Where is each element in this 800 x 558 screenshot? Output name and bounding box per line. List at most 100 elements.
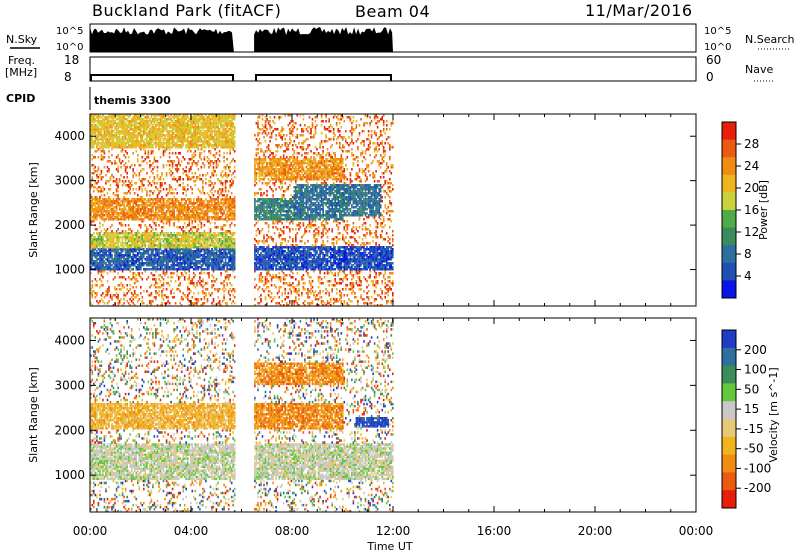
- power-cell: [174, 244, 177, 247]
- power-cell: [215, 240, 218, 243]
- power-cell: [217, 208, 219, 211]
- power-cell: [217, 242, 219, 245]
- power-cell: [183, 198, 186, 201]
- power-cell: [132, 130, 134, 133]
- power-cell: [218, 248, 221, 251]
- power-cell: [176, 200, 178, 203]
- power-cell: [127, 252, 130, 255]
- power-cell: [99, 256, 101, 259]
- power-cell: [206, 130, 209, 133]
- power-cell: [226, 266, 228, 269]
- power-cell: [193, 244, 195, 247]
- power-cell: [141, 234, 144, 237]
- power-cell: [156, 244, 159, 247]
- power-cell: [96, 116, 98, 119]
- power-cell: [193, 234, 195, 237]
- power-cell: [149, 286, 151, 289]
- power-cell: [90, 242, 92, 245]
- power-cell: [233, 212, 236, 215]
- power-cell: [109, 208, 112, 211]
- power-cell: [223, 116, 225, 119]
- power-cell: [143, 208, 145, 211]
- power-cell: [97, 144, 100, 147]
- power-cell: [127, 234, 130, 237]
- power-cell: [188, 240, 191, 243]
- power-cell: [221, 142, 224, 145]
- power-cell: [115, 296, 118, 299]
- power-cell: [209, 128, 212, 131]
- power-cell: [146, 144, 148, 147]
- power-cell: [232, 252, 234, 255]
- power-cell: [121, 132, 124, 135]
- power-cell: [147, 132, 150, 135]
- power-cell: [199, 238, 201, 241]
- power-cell: [135, 138, 138, 141]
- power-cell: [112, 260, 115, 263]
- power-cell: [176, 274, 178, 277]
- power-cell: [185, 232, 187, 235]
- power-cell: [209, 256, 212, 259]
- power-cell: [124, 136, 127, 139]
- power-cell: [230, 236, 233, 239]
- power-cell: [208, 248, 210, 251]
- power-cell: [120, 208, 122, 211]
- power-cell: [165, 232, 168, 235]
- power-cell: [158, 200, 160, 203]
- power-cell: [135, 218, 138, 221]
- power-cell: [141, 190, 144, 193]
- power-cell: [115, 250, 118, 253]
- power-cell: [232, 266, 234, 269]
- power-cell: [205, 134, 207, 137]
- power-cell: [112, 206, 115, 209]
- power-cell: [144, 126, 147, 129]
- power-cell: [100, 172, 103, 175]
- power-cell: [221, 124, 224, 127]
- power-cell: [129, 216, 131, 219]
- power-cell: [217, 164, 219, 167]
- power-cell: [90, 134, 92, 137]
- power-cell: [158, 122, 160, 125]
- power-cell: [115, 132, 118, 135]
- power-cell: [200, 158, 203, 161]
- power-cell: [233, 150, 236, 153]
- power-cell: [106, 132, 109, 135]
- power-cell: [112, 118, 115, 121]
- power-cell: [203, 260, 206, 263]
- power-cell: [117, 302, 119, 305]
- power-cell: [150, 126, 153, 129]
- power-cell: [212, 256, 215, 259]
- power-cell: [224, 244, 227, 247]
- power-cell: [209, 160, 212, 163]
- power-cell: [188, 262, 191, 265]
- power-cell: [176, 144, 178, 147]
- power-cell: [117, 184, 119, 187]
- power-cell: [230, 184, 233, 187]
- power-cell: [174, 238, 177, 241]
- power-cell: [165, 242, 168, 245]
- power-cell: [118, 264, 121, 267]
- power-cell: [227, 292, 230, 295]
- power-cell: [221, 218, 224, 221]
- power-cell: [217, 290, 219, 293]
- power-cell: [224, 134, 227, 137]
- power-cell: [127, 156, 130, 159]
- power-cell: [176, 138, 178, 141]
- power-cell: [99, 116, 101, 119]
- power-cell: [141, 206, 144, 209]
- power-cell: [205, 264, 207, 267]
- power-cell: [171, 188, 174, 191]
- power-cell: [146, 234, 148, 237]
- power-cell: [215, 260, 218, 263]
- power-cell: [112, 218, 115, 221]
- power-cell: [170, 160, 172, 163]
- power-cell: [211, 254, 213, 257]
- power-cell: [196, 238, 198, 241]
- power-cell: [209, 132, 212, 135]
- power-cell: [167, 242, 169, 245]
- power-cell: [124, 212, 127, 215]
- power-cell: [188, 220, 191, 223]
- power-cell: [127, 216, 130, 219]
- power-cell: [96, 208, 98, 211]
- power-cell: [185, 268, 187, 271]
- power-cell: [96, 210, 98, 213]
